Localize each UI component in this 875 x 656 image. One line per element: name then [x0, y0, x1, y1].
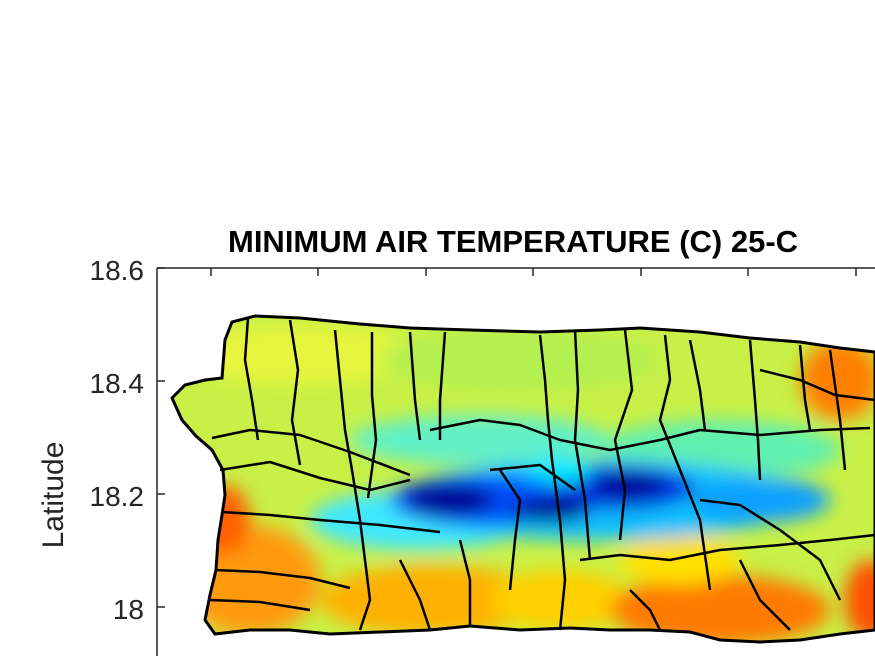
plot-area [170, 314, 875, 644]
y-tick-label-18-4: 18.4 [90, 368, 145, 399]
y-axis-label: Latitude [37, 442, 70, 549]
temperature-field [172, 316, 875, 642]
chart-title: MINIMUM AIR TEMPERATURE (C) 25-C [228, 224, 798, 259]
y-tick-labels: 18.6 18.4 18.2 18 [90, 255, 145, 625]
y-tick-label-18: 18 [113, 594, 144, 625]
y-tick-label-18-6: 18.6 [90, 255, 145, 286]
municipality-boundaries [209, 317, 875, 631]
axes-frame [156, 267, 875, 656]
y-tick-label-18-2: 18.2 [90, 481, 145, 512]
tick-marks [157, 267, 857, 608]
